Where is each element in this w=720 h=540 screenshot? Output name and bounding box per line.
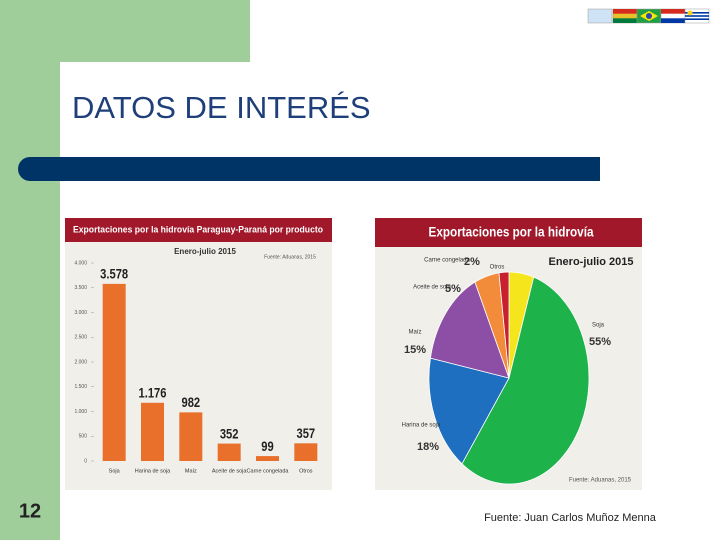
bar-header <box>65 218 332 242</box>
data-label: 352 <box>220 426 239 441</box>
bar <box>294 443 318 461</box>
flag <box>587 8 613 24</box>
data-label: 3.578 <box>100 266 128 281</box>
side-band <box>0 0 60 540</box>
y-tick-label: 500 <box>79 434 88 440</box>
slice-name: Soja <box>592 323 605 329</box>
flag <box>661 9 685 14</box>
slice-name: Harina de soja <box>402 423 441 429</box>
x-tick-label: Harina de soja <box>135 468 171 474</box>
slice-name: Carne congelada <box>424 258 470 264</box>
x-tick-label: Soja <box>109 468 121 474</box>
slice-label: 18% <box>417 441 439 453</box>
footer: Fuente: Juan Carlos Muñoz Menna <box>484 512 657 524</box>
x-tick-label: Carne congelada <box>247 468 290 474</box>
x-tick-label: Maíz <box>185 468 197 474</box>
flag <box>685 15 709 17</box>
bar <box>141 402 164 461</box>
y-tick-label: 4.000 <box>74 260 87 266</box>
bar-title: Exportaciones por la hidrovía Paraguay-P… <box>73 224 323 234</box>
flag <box>685 18 709 20</box>
slice-label: 5% <box>445 283 461 295</box>
flag <box>613 9 637 14</box>
bar <box>217 443 241 461</box>
x-tick-label: Otros <box>299 468 313 474</box>
pie-slice <box>461 276 590 485</box>
pie-slice <box>428 357 510 465</box>
slice-label: 15% <box>404 344 426 356</box>
title-bar <box>18 157 600 181</box>
data-label: 99 <box>261 439 273 454</box>
x-tick-label: Aceite de soja <box>212 468 247 474</box>
flag <box>661 18 685 23</box>
y-tick-label: 3.500 <box>74 285 87 291</box>
data-label: 357 <box>297 426 316 441</box>
data-label: 982 <box>182 395 201 410</box>
slice-name: Otros <box>490 265 505 271</box>
pie-subtitle: Enero-julio 2015 <box>549 256 634 268</box>
slice-label: 55% <box>589 336 611 348</box>
y-tick-label: 3.000 <box>74 310 87 316</box>
pie-title: Exportaciones por la hidrovía <box>429 224 594 240</box>
slide-title: DATOS DE INTERÉS <box>72 90 371 125</box>
pie-slice <box>429 281 510 379</box>
slide-number: 12 <box>19 500 41 522</box>
data-label: 1.176 <box>139 385 167 400</box>
bar <box>179 412 203 461</box>
bar <box>102 283 126 461</box>
pie-header <box>375 218 642 247</box>
pie-slice <box>498 271 510 379</box>
y-tick-label: 2.000 <box>74 359 87 365</box>
flags <box>587 8 710 24</box>
slice-label: 2% <box>464 256 480 268</box>
bar-source: Fuente: Aduanas, 2015 <box>264 254 316 260</box>
pie-source: Fuente: Aduanas, 2015 <box>569 478 632 484</box>
bar-subtitle: Enero-julio 2015 <box>174 247 236 256</box>
slice-name: Maíz <box>408 330 421 336</box>
y-tick-label: 0 <box>84 458 87 464</box>
y-tick-label: 1.000 <box>74 409 87 415</box>
slice-name: Aceite de soja <box>413 285 451 291</box>
flag <box>646 13 652 19</box>
y-tick-label: 1.500 <box>74 384 87 390</box>
bar <box>256 456 279 461</box>
flag <box>613 18 637 23</box>
flag <box>687 10 693 16</box>
y-tick-label: 2.500 <box>74 335 87 341</box>
flag <box>685 12 709 14</box>
